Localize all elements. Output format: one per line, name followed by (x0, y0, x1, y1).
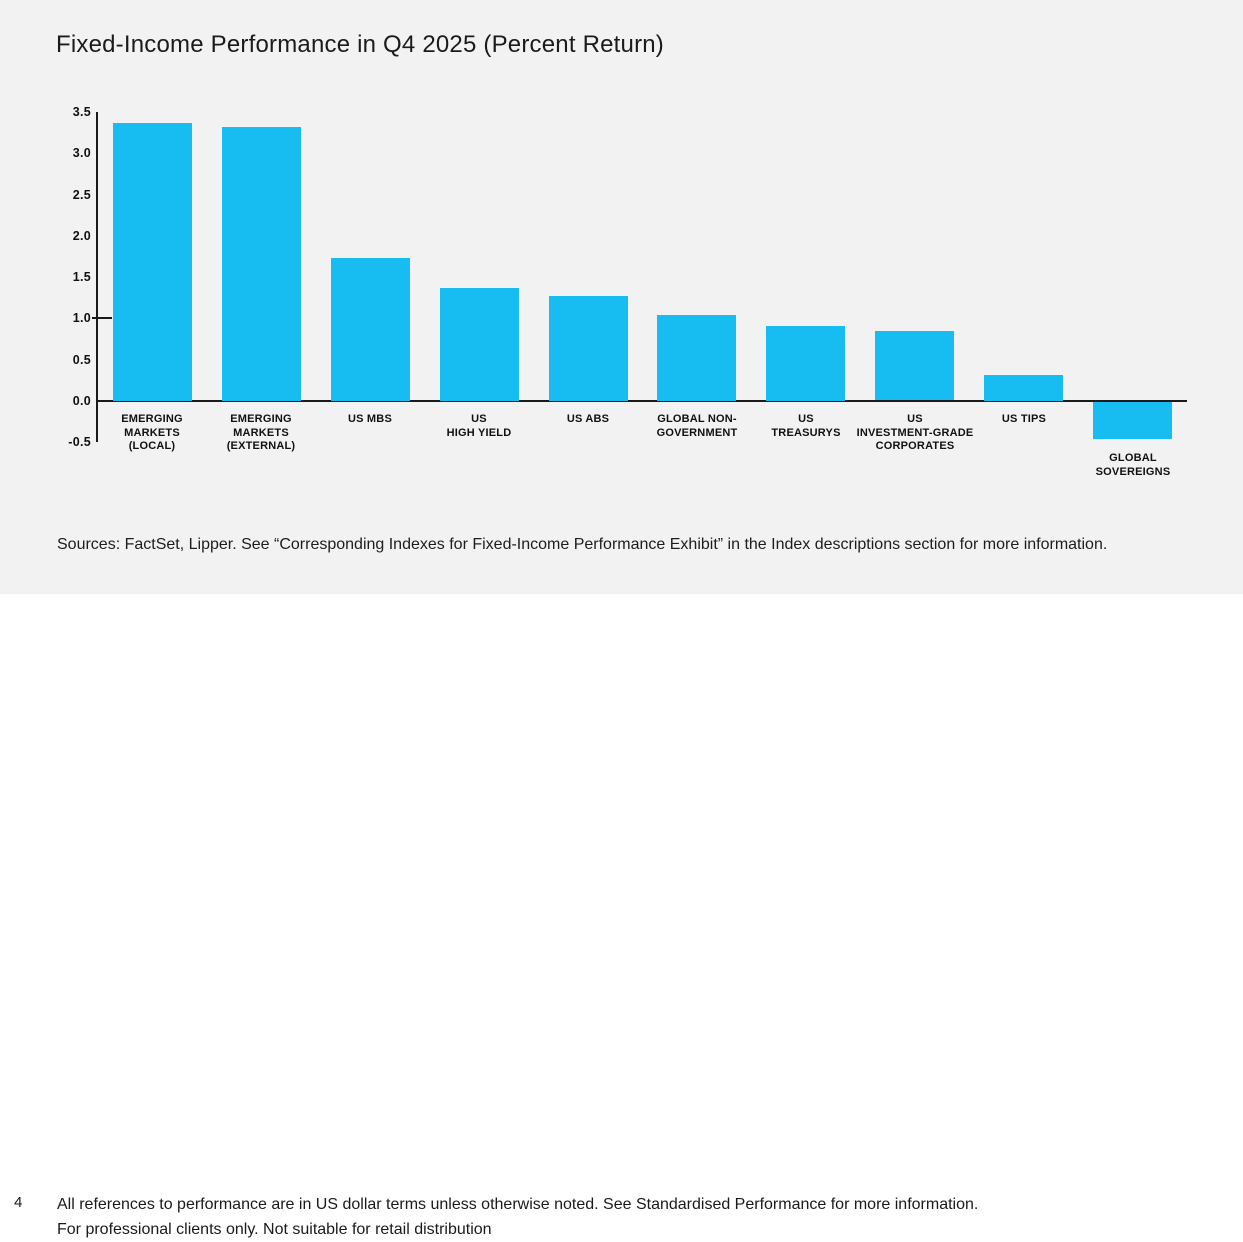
x-axis-category-label: US MBS (348, 413, 392, 425)
y-axis-tick-label: 2.5 (72, 188, 91, 202)
y-axis-tick-label: 3.0 (72, 146, 91, 160)
x-axis-category-label: US TREASURYS (771, 413, 841, 439)
x-axis-category-label: US HIGH YIELD (446, 413, 512, 439)
footnote-line-2: For professional clients only. Not suita… (57, 1221, 492, 1238)
source-note: Sources: FactSet, Lipper. See “Correspon… (57, 536, 1108, 553)
bar (331, 258, 410, 401)
bar (766, 326, 845, 401)
y-axis-tick-label: 1.0 (72, 311, 91, 325)
x-axis-category-label: EMERGING MARKETS (EXTERNAL) (226, 413, 296, 452)
page-footer: 4 All references to performance are in U… (0, 594, 1243, 1238)
y-axis-line (96, 112, 98, 442)
x-axis-category-label: US TIPS (1001, 413, 1047, 425)
bar (657, 315, 736, 401)
footnote-line-1: All references to performance are in US … (57, 1196, 979, 1213)
y-axis-tick-label: -0.5 (68, 435, 91, 449)
x-axis-category-label: GLOBAL NON- GOVERNMENT (656, 413, 738, 439)
bar (113, 123, 192, 401)
y-axis-tick-label: 0.5 (72, 353, 91, 367)
y-axis-tick-label: 1.5 (72, 270, 91, 284)
y-axis-tick-mark (92, 317, 112, 319)
x-axis-category-label: US INVESTMENT-GRADE CORPORATES (856, 413, 974, 452)
y-axis-tick-label: 3.5 (72, 105, 91, 119)
chart-title: Fixed-Income Performance in Q4 2025 (Per… (56, 31, 664, 58)
y-axis-tick-label: 2.0 (72, 229, 91, 243)
page-number: 4 (14, 1194, 23, 1211)
x-axis-category-label: EMERGING MARKETS (LOCAL) (121, 413, 183, 452)
chart-section: Fixed-Income Performance in Q4 2025 (Per… (0, 0, 1243, 594)
x-axis-category-label: GLOBAL SOVEREIGNS (1095, 452, 1171, 478)
bar (440, 288, 519, 401)
bar (1093, 402, 1172, 439)
x-axis-category-label: US ABS (566, 413, 610, 425)
y-axis-tick-label: 0.0 (72, 394, 91, 408)
bar (984, 375, 1063, 401)
bar (875, 331, 954, 400)
bar (549, 296, 628, 401)
footnote: All references to performance are in US … (57, 1192, 978, 1242)
bar (222, 127, 301, 401)
x-axis-baseline (96, 400, 1187, 402)
